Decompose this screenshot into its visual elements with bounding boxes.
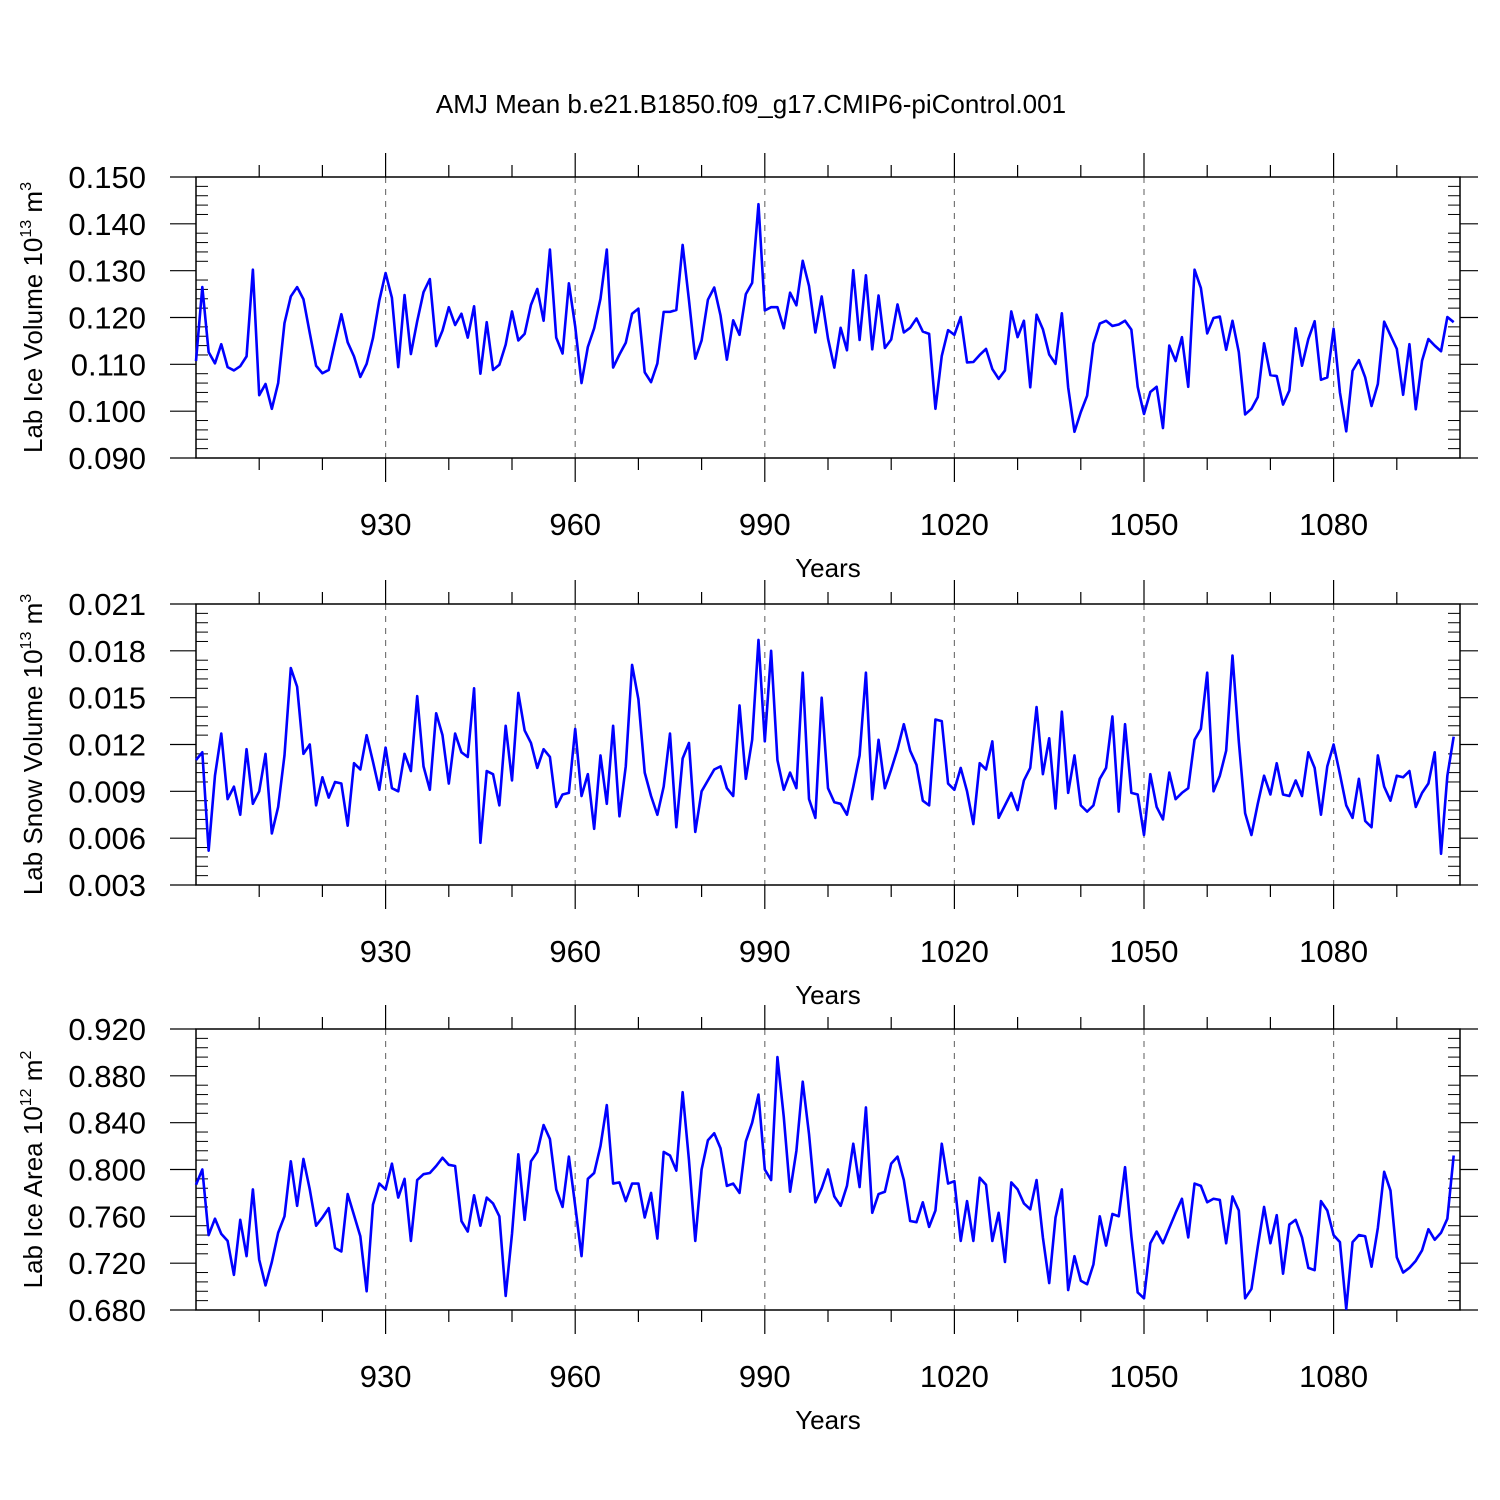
panel-1-series-line — [194, 202, 1455, 434]
panel-2-xlabel: Years — [795, 980, 861, 1010]
panel-3-xtick-label: 960 — [549, 1359, 601, 1394]
panel-3-ytick-label: 0.880 — [68, 1059, 146, 1094]
panel-3-xtick-label: 1080 — [1299, 1359, 1368, 1394]
chart-panels: 0.090 0.100 0.110 0.120 0.130 0.140 0.150 930 96… — [18, 153, 1478, 1435]
panel-1-ylabel-part-1: 13 — [18, 220, 35, 238]
panel-2-xtick-label: 930 — [360, 934, 412, 969]
panel-3-xtick-label: 1050 — [1110, 1359, 1179, 1394]
panel-1-xtick-label: 930 — [360, 507, 412, 542]
panel-1-xtick-label: 1080 — [1299, 507, 1368, 542]
panel-1-ytick-label: 0.090 — [68, 441, 146, 476]
panel-2-ytick-label: 0.009 — [68, 774, 146, 809]
panel-1-ylabel: Lab Ice Volume 1013 m3 — [18, 182, 48, 453]
panel-3-xtick-label: 1020 — [920, 1359, 989, 1394]
panel-3-ytick-label: 0.920 — [68, 1012, 146, 1047]
panel-1-xtick-label: 990 — [739, 507, 791, 542]
panel-2-xtick-label: 1020 — [920, 934, 989, 969]
panel-2-ylabel-part-0: Lab Snow Volume 10 — [18, 649, 48, 895]
panel-1-xtick-label: 960 — [549, 507, 601, 542]
panel-2-ylabel-part-2: m — [18, 603, 48, 632]
panel-3-ytick-label: 0.720 — [68, 1246, 146, 1281]
panel-1-ytick-label: 0.110 — [71, 347, 146, 382]
panel-2-ylabel-part-3: 3 — [18, 594, 35, 603]
panel-1-frame — [195, 176, 1461, 459]
panel-2: 0.003 0.006 0.009 0.012 0.015 0.018 0.021 930 96… — [18, 580, 1478, 1010]
panel-1-xlabel: Years — [795, 553, 861, 583]
panel-3-ytick-label: 0.840 — [68, 1106, 146, 1141]
panel-3-ylabel-part-1: 12 — [18, 1088, 35, 1106]
figure-title: AMJ Mean b.e21.B1850.f09_g17.CMIP6-piCon… — [436, 89, 1066, 119]
panel-3-xlabel: Years — [795, 1405, 861, 1435]
panel-3-xtick-label: 990 — [739, 1359, 791, 1394]
panel-1-ytick-label: 0.130 — [68, 254, 146, 289]
panel-2-series-line — [194, 638, 1455, 856]
panel-2-xtick-label: 990 — [739, 934, 791, 969]
panel-2-ytick-label: 0.015 — [68, 681, 146, 716]
panel-1-ylabel-part-3: 3 — [18, 182, 35, 191]
panel-2-frame — [195, 603, 1461, 886]
panel-1-ytick-label: 0.100 — [68, 394, 146, 429]
panel-1-xtick-label: 1050 — [1110, 507, 1179, 542]
panel-3-ylabel: Lab Ice Area 1012 m2 — [18, 1051, 48, 1289]
panel-3-ytick-label: 0.760 — [68, 1199, 146, 1234]
panel-1: 0.090 0.100 0.110 0.120 0.130 0.140 0.150 930 96… — [18, 153, 1478, 583]
panel-3-xtick-label: 930 — [360, 1359, 412, 1394]
panel-1-ytick-label: 0.150 — [68, 160, 146, 195]
panel-2-ytick-label: 0.006 — [68, 821, 146, 856]
panel-3-ylabel-part-0: Lab Ice Area 10 — [18, 1106, 48, 1288]
panel-3-series-line — [194, 1055, 1455, 1311]
panel-3-ytick-label: 0.800 — [68, 1153, 146, 1188]
panel-2-ytick-label: 0.018 — [68, 634, 146, 669]
panel-2-xtick-label: 1080 — [1299, 934, 1368, 969]
panel-2-ytick-label: 0.021 — [68, 587, 146, 622]
panel-1-ytick-label: 0.120 — [68, 301, 146, 336]
panel-3-ylabel-part-2: m — [18, 1060, 48, 1089]
panel-2-ytick-label: 0.012 — [68, 728, 146, 763]
panel-1-ylabel-part-0: Lab Ice Volume 10 — [18, 238, 48, 453]
panel-1-ytick-label: 0.140 — [68, 207, 146, 242]
panel-1-xtick-label: 1020 — [920, 507, 989, 542]
panel-1-ylabel-part-2: m — [18, 191, 48, 220]
panel-2-ylabel: Lab Snow Volume 1013 m3 — [18, 594, 48, 895]
panel-3-ytick-label: 0.680 — [68, 1293, 146, 1328]
panel-2-ylabel-part-1: 13 — [18, 632, 35, 650]
panel-2-xtick-label: 1050 — [1110, 934, 1179, 969]
panel-3: 0.680 0.720 0.760 0.800 0.840 0.880 0.920 930 96… — [18, 1005, 1478, 1435]
panel-2-xtick-label: 960 — [549, 934, 601, 969]
panel-3-ylabel-part-3: 2 — [18, 1051, 35, 1060]
panel-2-ytick-label: 0.003 — [68, 868, 146, 903]
